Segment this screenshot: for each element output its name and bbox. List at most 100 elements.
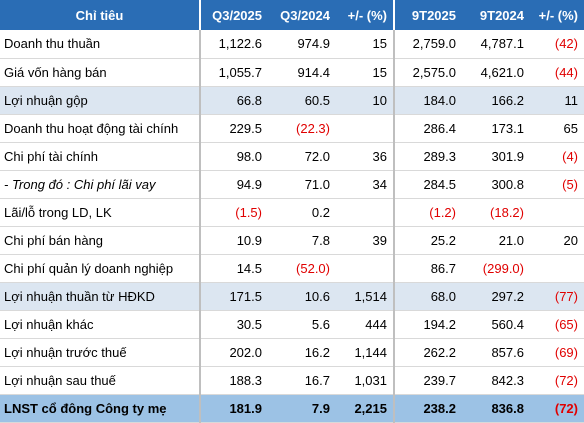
cell: 857.6 [462, 338, 530, 367]
column-header: +/- (%) [530, 0, 584, 30]
cell: 297.2 [462, 282, 530, 311]
table-row: Doanh thu hoạt động tài chính 229.5 (22.3)… [0, 114, 584, 143]
cell: 98.0 [199, 142, 268, 171]
table-row: Doanh thu thuần 1,122.6 974.9 15 2,759.0 4,78… [0, 30, 584, 59]
cell: 0.2 [268, 198, 336, 227]
cell: 4,787.1 [462, 30, 530, 59]
cell: (77) [530, 282, 584, 311]
cell: (22.3) [268, 114, 336, 143]
cell: 239.7 [393, 366, 462, 395]
cell: (44) [530, 58, 584, 87]
cell: 173.1 [462, 114, 530, 143]
table-row: Lợi nhuận khác 30.5 5.6 444 194.2 560.4 (65) [0, 310, 584, 339]
cell: 914.4 [268, 58, 336, 87]
column-header: Q3/2024 [268, 0, 336, 30]
row-label: Lợi nhuận khác [0, 310, 200, 339]
column-header: Chỉ tiêu [0, 0, 200, 30]
cell [530, 254, 584, 283]
cell: (65) [530, 310, 584, 339]
table-row: Lợi nhuận trước thuế 202.0 16.2 1,144 262.2 8… [0, 338, 584, 367]
cell: 30.5 [199, 310, 268, 339]
cell: 974.9 [268, 30, 336, 59]
table-row: Lợi nhuận thuần từ HĐKD 171.5 10.6 1,514 68.… [0, 282, 584, 311]
table-body: Doanh thu thuần 1,122.6 974.9 15 2,759.0 4,78… [0, 30, 584, 423]
cell: 7.9 [268, 394, 336, 423]
cell [336, 198, 394, 227]
table-row: Chi phí tài chính 98.0 72.0 36 289.3 301.9 (4) [0, 142, 584, 171]
cell: 71.0 [268, 170, 336, 199]
header-row: Chỉ tiêu Q3/2025 Q3/2024 +/- (%) 9T2025 9T202… [0, 0, 584, 30]
column-header: 9T2025 [393, 0, 462, 30]
cell: 1,144 [336, 338, 394, 367]
row-label: Lợi nhuận thuần từ HĐKD [0, 282, 200, 311]
cell: 21.0 [462, 226, 530, 255]
cell: 72.0 [268, 142, 336, 171]
cell: 560.4 [462, 310, 530, 339]
cell: 68.0 [393, 282, 462, 311]
cell: 2,575.0 [393, 58, 462, 87]
cell [336, 114, 394, 143]
cell: (5) [530, 170, 584, 199]
table-row: Lợi nhuận sau thuế 188.3 16.7 1,031 239.7 842… [0, 366, 584, 395]
cell: 10.9 [199, 226, 268, 255]
cell: (42) [530, 30, 584, 59]
row-label: - Trong đó : Chi phí lãi vay [0, 170, 200, 199]
table-row: Chi phí bán hàng 10.9 7.8 39 25.2 21.0 20 [0, 226, 584, 255]
cell: 1,122.6 [199, 30, 268, 59]
table-row: - Trong đó : Chi phí lãi vay 94.9 71.0 34 28… [0, 170, 584, 199]
cell: 14.5 [199, 254, 268, 283]
cell: 1,055.7 [199, 58, 268, 87]
cell: 11 [530, 86, 584, 115]
cell: 284.5 [393, 170, 462, 199]
column-header: 9T2024 [462, 0, 530, 30]
cell: 202.0 [199, 338, 268, 367]
cell: 188.3 [199, 366, 268, 395]
cell: 10.6 [268, 282, 336, 311]
cell: 16.2 [268, 338, 336, 367]
cell: 10 [336, 86, 394, 115]
cell: 4,621.0 [462, 58, 530, 87]
cell: 286.4 [393, 114, 462, 143]
cell [336, 254, 394, 283]
cell: 166.2 [462, 86, 530, 115]
table-row: Giá vốn hàng bán 1,055.7 914.4 15 2,575.0 4,6… [0, 58, 584, 87]
cell: 289.3 [393, 142, 462, 171]
cell: 262.2 [393, 338, 462, 367]
row-label: Lợi nhuận gộp [0, 86, 200, 115]
cell: (72) [530, 394, 584, 423]
cell: 94.9 [199, 170, 268, 199]
cell: (4) [530, 142, 584, 171]
cell: 1,031 [336, 366, 394, 395]
table-row: Lợi nhuận gộp 66.8 60.5 10 184.0 166.2 11 [0, 86, 584, 115]
cell: 66.8 [199, 86, 268, 115]
cell: (52.0) [268, 254, 336, 283]
row-label: Doanh thu hoạt động tài chính [0, 114, 200, 143]
cell: 16.7 [268, 366, 336, 395]
cell: 65 [530, 114, 584, 143]
row-label: LNST cổ đông Công ty mẹ [0, 394, 200, 423]
cell: (69) [530, 338, 584, 367]
table-row: LNST cổ đông Công ty mẹ 181.9 7.9 2,215 238.… [0, 394, 584, 423]
cell: 2,215 [336, 394, 394, 423]
cell: (1.2) [393, 198, 462, 227]
cell: 5.6 [268, 310, 336, 339]
cell: 1,514 [336, 282, 394, 311]
cell: 171.5 [199, 282, 268, 311]
cell: 184.0 [393, 86, 462, 115]
cell: 60.5 [268, 86, 336, 115]
cell: 181.9 [199, 394, 268, 423]
row-label: Lợi nhuận trước thuế [0, 338, 200, 367]
cell: 36 [336, 142, 394, 171]
row-label: Giá vốn hàng bán [0, 58, 200, 87]
cell: 39 [336, 226, 394, 255]
cell: (18.2) [462, 198, 530, 227]
cell [530, 198, 584, 227]
row-label: Lãi/lỗ trong LD, LK [0, 198, 200, 227]
table-row: Chi phí quản lý doanh nghiệp 14.5 (52.0) 86… [0, 254, 584, 283]
cell: 20 [530, 226, 584, 255]
cell: 194.2 [393, 310, 462, 339]
cell: 25.2 [393, 226, 462, 255]
column-header: Q3/2025 [199, 0, 268, 30]
